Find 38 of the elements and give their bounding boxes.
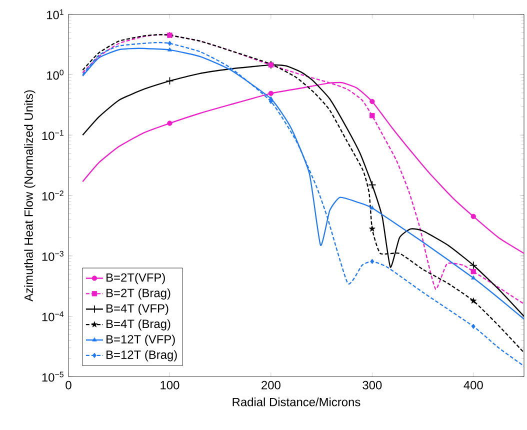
point [470,298,477,304]
y-tick-label: 10$^{−3}$ [42,250,64,261]
point [167,47,172,52]
x-tick-label: 300 [362,380,382,390]
point [166,76,174,85]
legend-label: B=4T (VFP) [106,304,168,316]
y-tick-label: 10$^{−5}$ [42,372,64,382]
point [369,226,376,232]
y-tick-label: 10$^{−2}$ [42,190,64,201]
x-tick-label: 400 [464,380,483,390]
point [470,268,476,274]
legend-label: B=2T(VFP) [106,273,165,284]
x-axis-title: Radial Distance/Microns [232,398,360,406]
point [469,261,478,270]
point [168,40,172,46]
x-tick-label: 200 [262,380,280,390]
point [268,90,274,96]
legend-label: B=12T (Brag) [106,350,177,362]
x-tick-label: 100 [160,380,180,390]
legend-label: B=12T (VFP) [106,334,175,346]
y-tick-label: 10$^{0}$ [46,70,64,80]
point [167,120,172,126]
y-tick-label: 10$^{1}$ [46,9,64,20]
legend-label: B=2T (Brag) [106,288,170,300]
y-tick-label: 10$^{−1}$ [42,130,64,140]
x-tick-label: 0 [66,380,72,390]
y-tick-label: 10$^{−4}$ [42,311,64,322]
point [471,324,476,330]
point [370,98,375,104]
legend-label: B=4T (Brag) [106,319,170,330]
point [368,180,376,189]
point [470,214,476,220]
point [370,205,374,210]
point [471,275,476,280]
y-axis-title: Azimuthal Heat Flow (Normalized Units) [24,90,36,302]
point [370,113,375,118]
point [370,258,374,264]
point [268,96,274,100]
